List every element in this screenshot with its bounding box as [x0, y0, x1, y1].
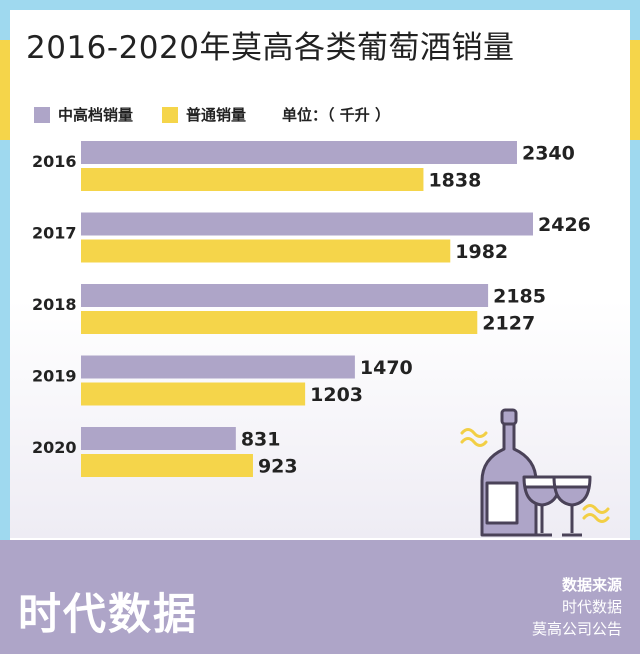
chart-title: 2016-2020年莫高各类葡萄酒销量: [26, 30, 515, 66]
wine-bottle-and-glasses-icon: [460, 408, 610, 537]
data-label: 1203: [310, 384, 363, 406]
bar-regular-2019: [81, 382, 306, 406]
left-accent-bar: [0, 40, 10, 140]
category-label: 2016: [32, 152, 77, 171]
bar-chart: 2016 2340 1838 2017 2426 1982 2018 2185 2127 2019…: [32, 141, 591, 478]
bar-regular-2018: [81, 311, 478, 334]
data-label: 2426: [538, 214, 591, 236]
source-heading: 数据来源: [561, 576, 622, 594]
bar-regular-2017: [81, 239, 451, 263]
top-frame-bar: [0, 0, 640, 10]
legend-item-premium: 中高档销量: [34, 104, 133, 125]
source-item: 莫高公司公告: [531, 620, 622, 638]
legend-swatch-premium: [34, 106, 50, 123]
data-label: 923: [258, 456, 298, 478]
legend-item-regular: 普通销量: [162, 104, 246, 125]
source-item: 时代数据: [561, 598, 622, 616]
unit-label: 单位：（ 千升 ）: [282, 106, 390, 124]
category-label: 2017: [32, 224, 77, 243]
right-frame-bar: [630, 0, 640, 540]
left-frame-bar: [0, 0, 10, 540]
category-label: 2020: [32, 438, 77, 457]
data-label: 1470: [360, 357, 413, 379]
legend-swatch-regular: [162, 106, 178, 123]
category-label: 2019: [32, 367, 77, 386]
bar-regular-2016: [81, 168, 424, 191]
bar-premium-2018: [81, 284, 489, 307]
bar-premium-2016: [81, 141, 517, 164]
data-label: 1982: [455, 241, 508, 263]
data-label: 831: [241, 429, 281, 451]
legend-label-regular: 普通销量: [186, 106, 247, 124]
data-label: 1838: [428, 170, 481, 192]
data-source: 数据来源 时代数据 莫高公司公告: [532, 574, 622, 640]
right-accent-bar: [630, 40, 640, 140]
bar-premium-2020: [81, 427, 236, 450]
bar-premium-2019: [81, 355, 355, 379]
data-label: 2340: [522, 143, 575, 165]
brand-logo: 时代数据: [18, 590, 198, 640]
data-label: 2127: [482, 313, 535, 335]
data-label: 2185: [493, 286, 546, 308]
footer: 时代数据 数据来源 时代数据 莫高公司公告: [0, 540, 640, 654]
bar-premium-2017: [81, 212, 533, 236]
category-label: 2018: [32, 295, 77, 314]
bar-regular-2020: [81, 454, 253, 477]
legend-label-premium: 中高档销量: [58, 106, 134, 124]
